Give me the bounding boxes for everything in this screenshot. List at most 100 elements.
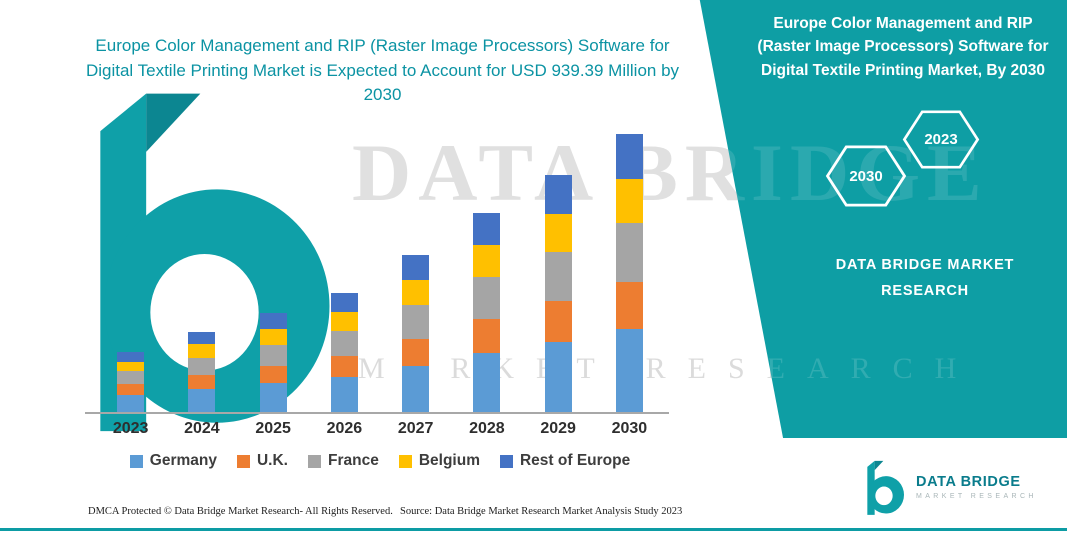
bar-segment-germany-2023 (117, 394, 145, 413)
hexagon-2030: 2030 (825, 145, 907, 207)
bar-segment-france-2028 (473, 277, 501, 320)
bar-stack-2030 (615, 134, 643, 413)
bar-segment-france-2023 (117, 371, 145, 385)
bar-segment-france-2027 (402, 305, 430, 339)
bar-column-2024 (166, 331, 237, 413)
panel-brand-line2: RESEARCH (881, 283, 969, 300)
bar-segment-belgium-2024 (188, 344, 216, 358)
bar-stack-2023 (117, 351, 145, 413)
logo-subtitle: MARKET RESEARCH (916, 492, 1037, 500)
x-axis-line (85, 412, 669, 414)
bar-segment-belgium-2023 (117, 361, 145, 372)
bar-segment-germany-2024 (188, 388, 216, 413)
logo-name: DATA BRIDGE (916, 473, 1021, 490)
bar-segment-belgium-2025 (259, 329, 287, 346)
bar-segment-u-k-2024 (188, 374, 216, 389)
x-tick-2026: 2026 (326, 420, 363, 437)
x-tick-2027: 2027 (397, 420, 434, 437)
x-tick-2030: 2030 (611, 420, 648, 437)
bar-segment-germany-2027 (402, 365, 430, 413)
bar-segment-germany-2029 (544, 341, 572, 413)
bar-segment-germany-2026 (330, 376, 358, 413)
legend-label-france: France (327, 452, 379, 469)
bar-segment-rest-of-europe-2028 (473, 213, 501, 246)
bar-segment-belgium-2028 (473, 245, 501, 278)
bar-column-2028 (451, 213, 522, 413)
bar-segment-u-k-2023 (117, 384, 145, 395)
legend-label-germany: Germany (149, 452, 217, 469)
bar-column-2029 (523, 175, 594, 413)
bar-column-2026 (309, 292, 380, 413)
bar-segment-belgium-2027 (402, 279, 430, 306)
bar-segment-rest-of-europe-2025 (259, 312, 287, 330)
legend-swatch-germany (129, 454, 143, 468)
x-tick-2029: 2029 (540, 420, 576, 437)
panel-brand-text: DATA BRIDGE MARKET RESEARCH (810, 252, 1040, 304)
panel-brand-line1: DATA BRIDGE MARKET (835, 257, 1015, 273)
legend-item-france: France (307, 452, 379, 470)
footer-dmca-text: DMCA Protected © Data Bridge Market Rese… (88, 506, 393, 517)
bar-segment-belgium-2029 (544, 213, 572, 252)
x-tick-2023: 2023 (112, 420, 149, 437)
hexagon-2030-outline-icon (825, 145, 907, 207)
bar-segment-france-2030 (615, 223, 643, 282)
side-panel: DATA BRIDGE MARKET RESEARCH Europe Color… (699, 0, 1067, 438)
hexagon-2023-outline-icon (902, 110, 980, 169)
databridge-logo-text: DATA BRIDGE MARKET RESEARCH (916, 474, 1037, 500)
bar-segment-france-2024 (188, 357, 216, 375)
hexagon-2023: 2023 (902, 110, 980, 169)
bar-segment-france-2026 (330, 331, 358, 357)
bar-segment-u-k-2028 (473, 319, 501, 353)
databridge-logo-icon (867, 460, 904, 515)
side-panel-title: Europe Color Management and RIP (Raster … (757, 15, 1049, 79)
hexagon-2030-label: 2030 (849, 167, 883, 185)
footer-source-text: Source: Data Bridge Market Research Mark… (400, 506, 683, 517)
bar-segment-rest-of-europe-2027 (402, 254, 430, 280)
bar-segment-germany-2030 (615, 329, 643, 413)
chart-headline: Europe Color Management and RIP (Raster … (85, 36, 680, 105)
legend-item-belgium: Belgium (398, 452, 480, 470)
bar-segment-belgium-2030 (615, 178, 643, 224)
legend-item-u-k: U.K. (236, 452, 288, 470)
legend-item-rest-of-europe: Rest of Europe (499, 452, 631, 470)
bar-column-2023 (95, 351, 166, 413)
bar-segment-france-2025 (259, 345, 287, 367)
bar-segment-u-k-2025 (259, 366, 287, 383)
bar-segment-germany-2028 (473, 353, 501, 413)
legend-label-rest-of-europe: Rest of Europe (519, 452, 631, 469)
bar-segment-rest-of-europe-2029 (544, 175, 572, 214)
legend-swatch-belgium (398, 454, 412, 468)
bar-stack-2029 (544, 175, 572, 413)
x-tick-2024: 2024 (184, 420, 220, 437)
legend-swatch-u-k (236, 454, 250, 468)
bars-row (95, 120, 665, 413)
bar-stack-2024 (188, 331, 216, 413)
bar-segment-rest-of-europe-2023 (117, 351, 145, 362)
bar-segment-u-k-2027 (402, 338, 430, 366)
legend-item-germany: Germany (129, 452, 217, 470)
bar-segment-u-k-2026 (330, 356, 358, 377)
stacked-bar-chart (85, 120, 669, 414)
databridge-logo: DATA BRIDGE MARKET RESEARCH (866, 458, 1037, 515)
bar-segment-rest-of-europe-2026 (330, 292, 358, 312)
legend: Germany U.K. France Belgium Rest of Europe (95, 452, 665, 470)
panel-watermark-databridge: DATA BRIDGE (352, 127, 989, 218)
x-tick-2025: 2025 (255, 420, 291, 437)
legend-swatch-france (307, 454, 321, 468)
xaxis-row: 2023 2024 2025 2026 2027 2028 2029 2030 (95, 420, 665, 438)
bar-segment-germany-2025 (259, 383, 287, 413)
bar-segment-u-k-2030 (615, 281, 643, 330)
bar-stack-2026 (330, 292, 358, 413)
bar-stack-2025 (259, 312, 287, 413)
legend-label-belgium: Belgium (418, 452, 480, 469)
bottom-accent-line (0, 528, 1067, 531)
bar-stack-2027 (402, 254, 430, 413)
bar-column-2030 (594, 134, 665, 413)
bar-segment-belgium-2026 (330, 311, 358, 332)
bar-segment-u-k-2029 (544, 301, 572, 342)
bar-segment-rest-of-europe-2024 (188, 331, 216, 345)
x-tick-2028: 2028 (469, 420, 505, 437)
bar-column-2027 (380, 254, 451, 413)
bar-stack-2028 (473, 213, 501, 413)
